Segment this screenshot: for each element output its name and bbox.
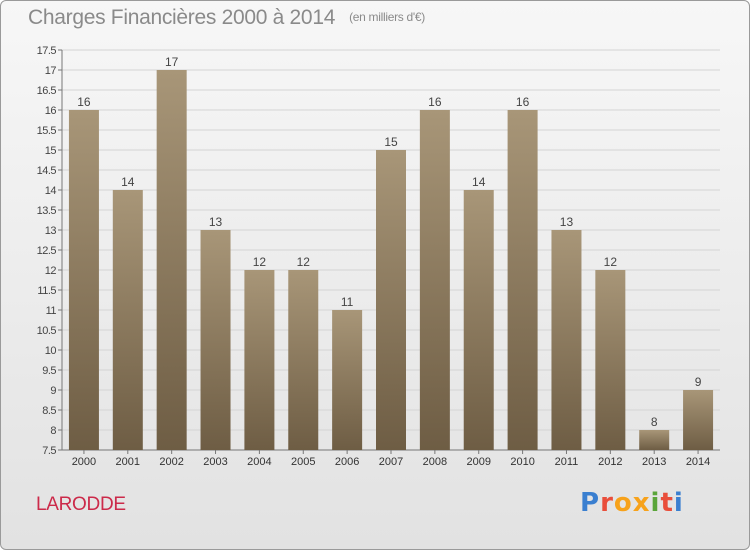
x-tick-label: 2012: [598, 456, 622, 468]
bar: [595, 270, 626, 450]
bar: [200, 230, 231, 450]
data-label: 11: [341, 295, 354, 309]
y-tick-label: 15.5: [37, 125, 57, 137]
x-tick-label: 2000: [72, 456, 96, 468]
data-label: 12: [297, 255, 311, 269]
data-label: 17: [165, 55, 179, 69]
data-label: 14: [472, 175, 486, 189]
data-label: 16: [428, 95, 442, 109]
data-label: 8: [651, 415, 658, 429]
logo-letter: i: [650, 488, 661, 518]
y-tick-label: 16.5: [37, 85, 57, 97]
x-tick-label: 2001: [116, 456, 140, 468]
y-tick-label: 12.5: [37, 245, 57, 257]
chart-unit: (en milliers d'€): [349, 10, 425, 24]
bar: [463, 190, 494, 450]
x-tick-label: 2005: [291, 456, 315, 468]
bar: [639, 430, 670, 450]
bar: [419, 110, 450, 450]
logo-letter: P: [580, 488, 601, 518]
y-tick-label: 17: [45, 65, 57, 77]
bar: [112, 190, 143, 450]
chart-title: Charges Financières 2000 à 2014 (en milli…: [28, 6, 425, 30]
bar: [288, 270, 319, 450]
bar: [244, 270, 275, 450]
logo-letter: r: [600, 488, 614, 518]
data-label: 13: [560, 215, 574, 229]
data-label: 16: [516, 95, 530, 109]
data-label: 12: [253, 255, 267, 269]
y-tick-label: 13.5: [37, 205, 57, 217]
y-tick-label: 9: [50, 385, 56, 397]
x-tick-label: 2008: [423, 456, 447, 468]
logo-letter: i: [673, 488, 684, 518]
data-label: 16: [77, 95, 91, 109]
proxiti-logo: Proxiti: [580, 488, 684, 518]
bar: [551, 230, 582, 450]
logo-letter: x: [632, 488, 651, 518]
y-tick-label: 14.5: [37, 165, 57, 177]
x-tick-label: 2003: [203, 456, 227, 468]
y-tick-label: 10.5: [37, 325, 57, 337]
y-tick-label: 16: [45, 105, 57, 117]
x-tick-label: 2002: [159, 456, 183, 468]
y-tick-label: 17.5: [37, 45, 57, 57]
logo-letter: t: [660, 488, 674, 518]
y-tick-label: 9.5: [42, 365, 56, 377]
y-tick-label: 7.5: [42, 445, 56, 457]
y-tick-label: 12: [45, 265, 57, 277]
y-tick-label: 14: [45, 185, 57, 197]
data-label: 14: [121, 175, 135, 189]
y-tick-label: 8.5: [42, 405, 56, 417]
chart-title-text: Charges Financières 2000 à 2014: [28, 6, 336, 29]
data-label: 12: [604, 255, 618, 269]
y-tick-label: 15: [45, 145, 57, 157]
x-tick-label: 2006: [335, 456, 359, 468]
x-tick-label: 2010: [510, 456, 534, 468]
x-tick-label: 2014: [686, 456, 710, 468]
bar: [68, 110, 99, 450]
x-tick-label: 2009: [466, 456, 490, 468]
data-label: 9: [695, 375, 702, 389]
data-label: 13: [209, 215, 223, 229]
x-tick-label: 2013: [642, 456, 666, 468]
y-tick-label: 13: [45, 225, 57, 237]
x-tick-label: 2004: [247, 456, 271, 468]
y-tick-label: 8: [50, 425, 56, 437]
logo-letter: o: [613, 488, 633, 518]
y-tick-label: 11.5: [37, 285, 56, 297]
data-label: 15: [384, 135, 398, 149]
bar: [683, 390, 714, 450]
y-tick-label: 10: [45, 345, 57, 357]
bar: [156, 70, 187, 450]
bar: [376, 150, 406, 450]
bar: [332, 310, 363, 450]
y-tick-label: 11: [46, 305, 57, 317]
x-tick-label: 2011: [555, 456, 579, 468]
commune-name: LARODDE: [36, 494, 126, 515]
bar: [507, 110, 538, 450]
x-tick-label: 2007: [379, 456, 403, 468]
